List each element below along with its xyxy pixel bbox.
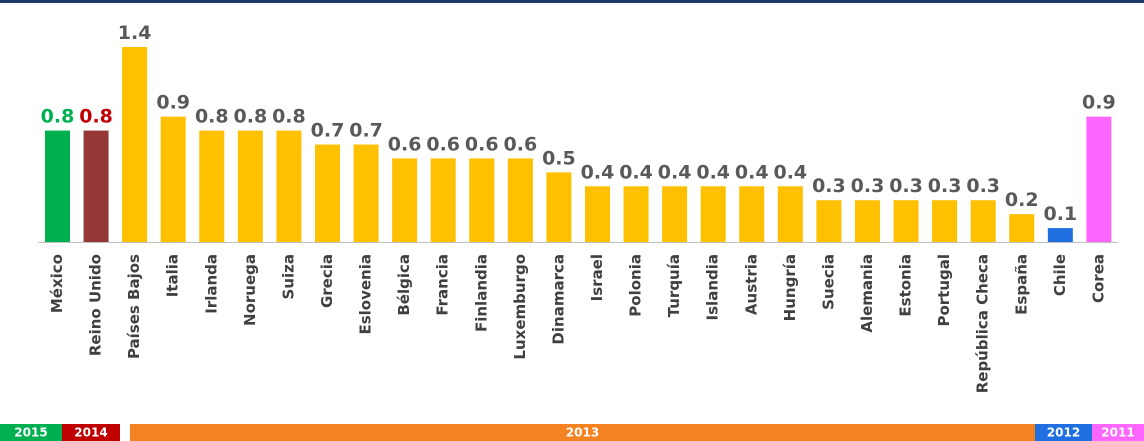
category-label: Turquía bbox=[665, 254, 683, 317]
bar bbox=[816, 200, 842, 242]
category-label: Austria bbox=[742, 254, 760, 315]
bar bbox=[160, 116, 186, 242]
value-label: 0.3 bbox=[928, 175, 962, 197]
bar bbox=[314, 144, 340, 242]
period-label: 2013 bbox=[566, 426, 599, 440]
value-label: 0.1 bbox=[1043, 203, 1077, 225]
bar bbox=[700, 186, 726, 242]
top-border bbox=[0, 0, 1144, 3]
bar bbox=[83, 130, 109, 242]
value-label: 0.2 bbox=[1005, 189, 1039, 211]
category-label: Francia bbox=[434, 254, 452, 316]
category-label: Portugal bbox=[935, 254, 953, 327]
category-label: Reino Unido bbox=[87, 254, 105, 356]
category-label: Luxemburgo bbox=[511, 254, 529, 360]
value-label: 0.3 bbox=[851, 175, 885, 197]
bar bbox=[507, 158, 533, 242]
bar bbox=[970, 200, 996, 242]
value-label: 0.4 bbox=[773, 161, 807, 183]
period-label: 2014 bbox=[74, 426, 107, 440]
value-label: 0.8 bbox=[41, 106, 75, 128]
value-label: 0.4 bbox=[581, 161, 615, 183]
value-label: 0.8 bbox=[195, 106, 229, 128]
bar bbox=[469, 158, 495, 242]
category-label: Hungría bbox=[781, 254, 799, 321]
category-label: Suiza bbox=[279, 254, 297, 299]
category-label: Alemania bbox=[858, 254, 876, 333]
value-label: 0.9 bbox=[1082, 92, 1116, 114]
bar bbox=[1086, 116, 1112, 242]
category-label: Italia bbox=[164, 254, 182, 297]
category-label: Grecia bbox=[318, 254, 336, 308]
category-label: España bbox=[1012, 254, 1030, 315]
category-label: Finlandia bbox=[472, 254, 490, 332]
value-label: 0.8 bbox=[79, 106, 113, 128]
bar bbox=[199, 130, 225, 242]
bar bbox=[932, 200, 958, 242]
bar bbox=[662, 186, 688, 242]
bar bbox=[237, 130, 263, 242]
value-label: 0.7 bbox=[349, 120, 383, 142]
bar bbox=[276, 130, 302, 242]
period-label: 2015 bbox=[14, 426, 47, 440]
value-label: 0.6 bbox=[504, 133, 538, 155]
value-label: 0.3 bbox=[812, 175, 846, 197]
value-label: 0.4 bbox=[735, 161, 769, 183]
category-label: Corea bbox=[1089, 254, 1107, 303]
period-label: 2012 bbox=[1047, 426, 1080, 440]
category-label: Suecia bbox=[819, 254, 837, 310]
bar bbox=[546, 172, 572, 242]
period-label: 2011 bbox=[1101, 426, 1134, 440]
category-label: Estonia bbox=[897, 254, 915, 317]
category-label: Chile bbox=[1051, 254, 1069, 296]
value-label: 1.4 bbox=[118, 22, 152, 44]
bar bbox=[584, 186, 610, 242]
bar bbox=[430, 158, 456, 242]
period-band bbox=[130, 424, 1035, 441]
value-label: 0.8 bbox=[234, 106, 268, 128]
category-label: Eslovenia bbox=[357, 254, 375, 335]
bar bbox=[1047, 228, 1073, 242]
value-label: 0.4 bbox=[619, 161, 653, 183]
value-label: 0.7 bbox=[311, 120, 345, 142]
period-band bbox=[1035, 424, 1092, 441]
value-label: 0.4 bbox=[658, 161, 692, 183]
period-band bbox=[62, 424, 120, 441]
bar bbox=[739, 186, 765, 242]
period-band bbox=[0, 424, 62, 441]
value-label: 0.5 bbox=[542, 147, 576, 169]
value-label: 0.3 bbox=[966, 175, 1000, 197]
period-band bbox=[1092, 424, 1144, 441]
bar bbox=[1009, 214, 1035, 242]
category-label: Países Bajos bbox=[125, 254, 143, 359]
category-label: Islandia bbox=[704, 254, 722, 320]
bar bbox=[777, 186, 803, 242]
value-label: 0.8 bbox=[272, 106, 306, 128]
category-label: Irlanda bbox=[202, 254, 220, 314]
value-label: 0.4 bbox=[696, 161, 730, 183]
value-label: 0.9 bbox=[156, 92, 190, 114]
value-label: 0.3 bbox=[889, 175, 923, 197]
category-label: Polonia bbox=[627, 254, 645, 317]
category-label: Israel bbox=[588, 254, 606, 301]
bar bbox=[392, 158, 418, 242]
bar bbox=[893, 200, 919, 242]
value-label: 0.6 bbox=[426, 133, 460, 155]
bar bbox=[45, 130, 70, 242]
value-label: 0.6 bbox=[465, 133, 499, 155]
category-label: Noruega bbox=[241, 254, 259, 326]
category-label: República Checa bbox=[974, 254, 992, 393]
bar bbox=[122, 47, 148, 242]
bar bbox=[854, 200, 880, 242]
value-label: 0.6 bbox=[388, 133, 422, 155]
category-label: Bélgica bbox=[395, 254, 413, 316]
bar bbox=[623, 186, 649, 242]
category-label: México bbox=[48, 254, 66, 313]
bar bbox=[353, 144, 379, 242]
category-label: Dinamarca bbox=[549, 254, 567, 345]
